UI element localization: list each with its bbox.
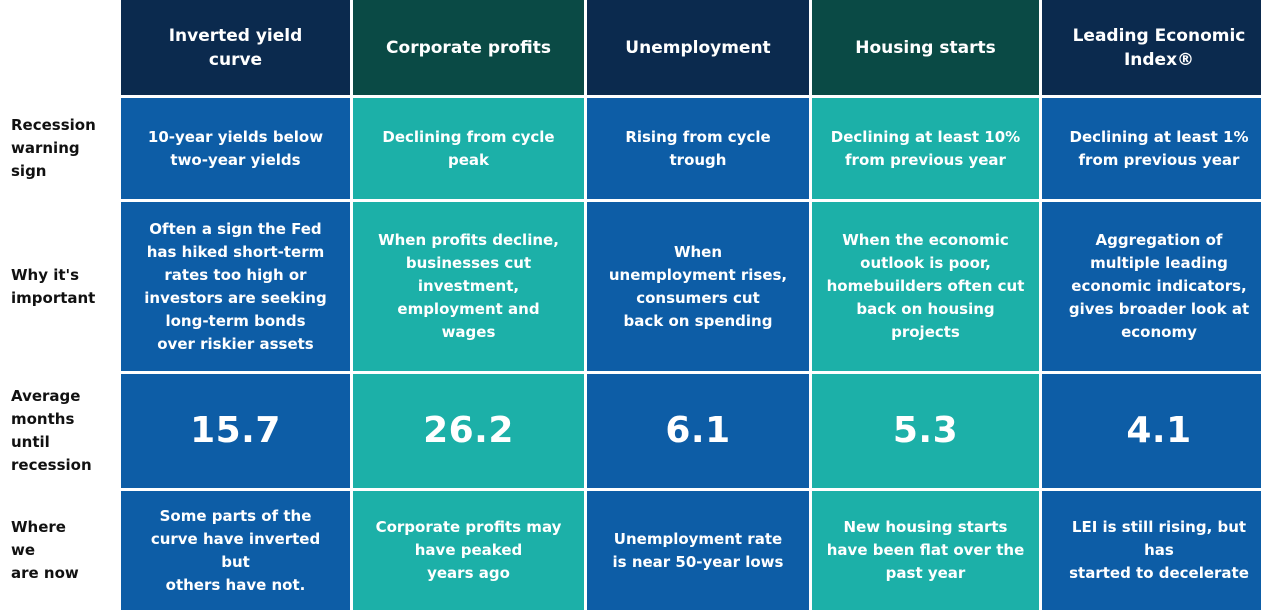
value-cell: 6.1 <box>587 374 809 488</box>
column-header: Housing starts <box>812 0 1039 95</box>
table-cell: Declining at least 10% from previous yea… <box>812 98 1039 199</box>
column-header: Corporate profits <box>353 0 584 95</box>
table-cell: Some parts of the curve have inverted bu… <box>121 491 350 610</box>
value-cell: 15.7 <box>121 374 350 488</box>
column-header: Unemployment <box>587 0 809 95</box>
row-label: Where we are now <box>11 518 79 582</box>
table-cell: Unemployment rate is near 50-year lows <box>587 491 809 610</box>
table-cell: Corporate profits may have peaked years … <box>353 491 584 610</box>
table-cell: Often a sign the Fed has hiked short-ter… <box>121 202 350 371</box>
table-cell: Declining at least 1% from previous year <box>1042 98 1261 199</box>
table-cell: When the economic outlook is poor, homeb… <box>812 202 1039 371</box>
table-cell: When profits decline, businesses cut inv… <box>353 202 584 371</box>
table-cell: Rising from cycle trough <box>587 98 809 199</box>
table-cell: LEI is still rising, but has started to … <box>1042 491 1261 610</box>
column-header: Inverted yield curve <box>121 0 350 95</box>
table-corner <box>0 0 118 95</box>
table-cell: New housing starts have been flat over t… <box>812 491 1039 610</box>
table-cell: Aggregation of multiple leading economic… <box>1042 202 1261 371</box>
table-cell: When unemployment rises, consumers cut b… <box>587 202 809 371</box>
row-label: Average months until recession <box>11 387 92 474</box>
row-label: Why it's important <box>11 265 96 307</box>
table-cell: 10-year yields below two-year yields <box>121 98 350 199</box>
row-label: Recession warning sign <box>11 116 96 180</box>
column-header: Leading Economic Index® <box>1042 0 1261 95</box>
value-cell: 5.3 <box>812 374 1039 488</box>
value-cell: 26.2 <box>353 374 584 488</box>
value-cell: 4.1 <box>1042 374 1261 488</box>
table-cell: Declining from cycle peak <box>353 98 584 199</box>
